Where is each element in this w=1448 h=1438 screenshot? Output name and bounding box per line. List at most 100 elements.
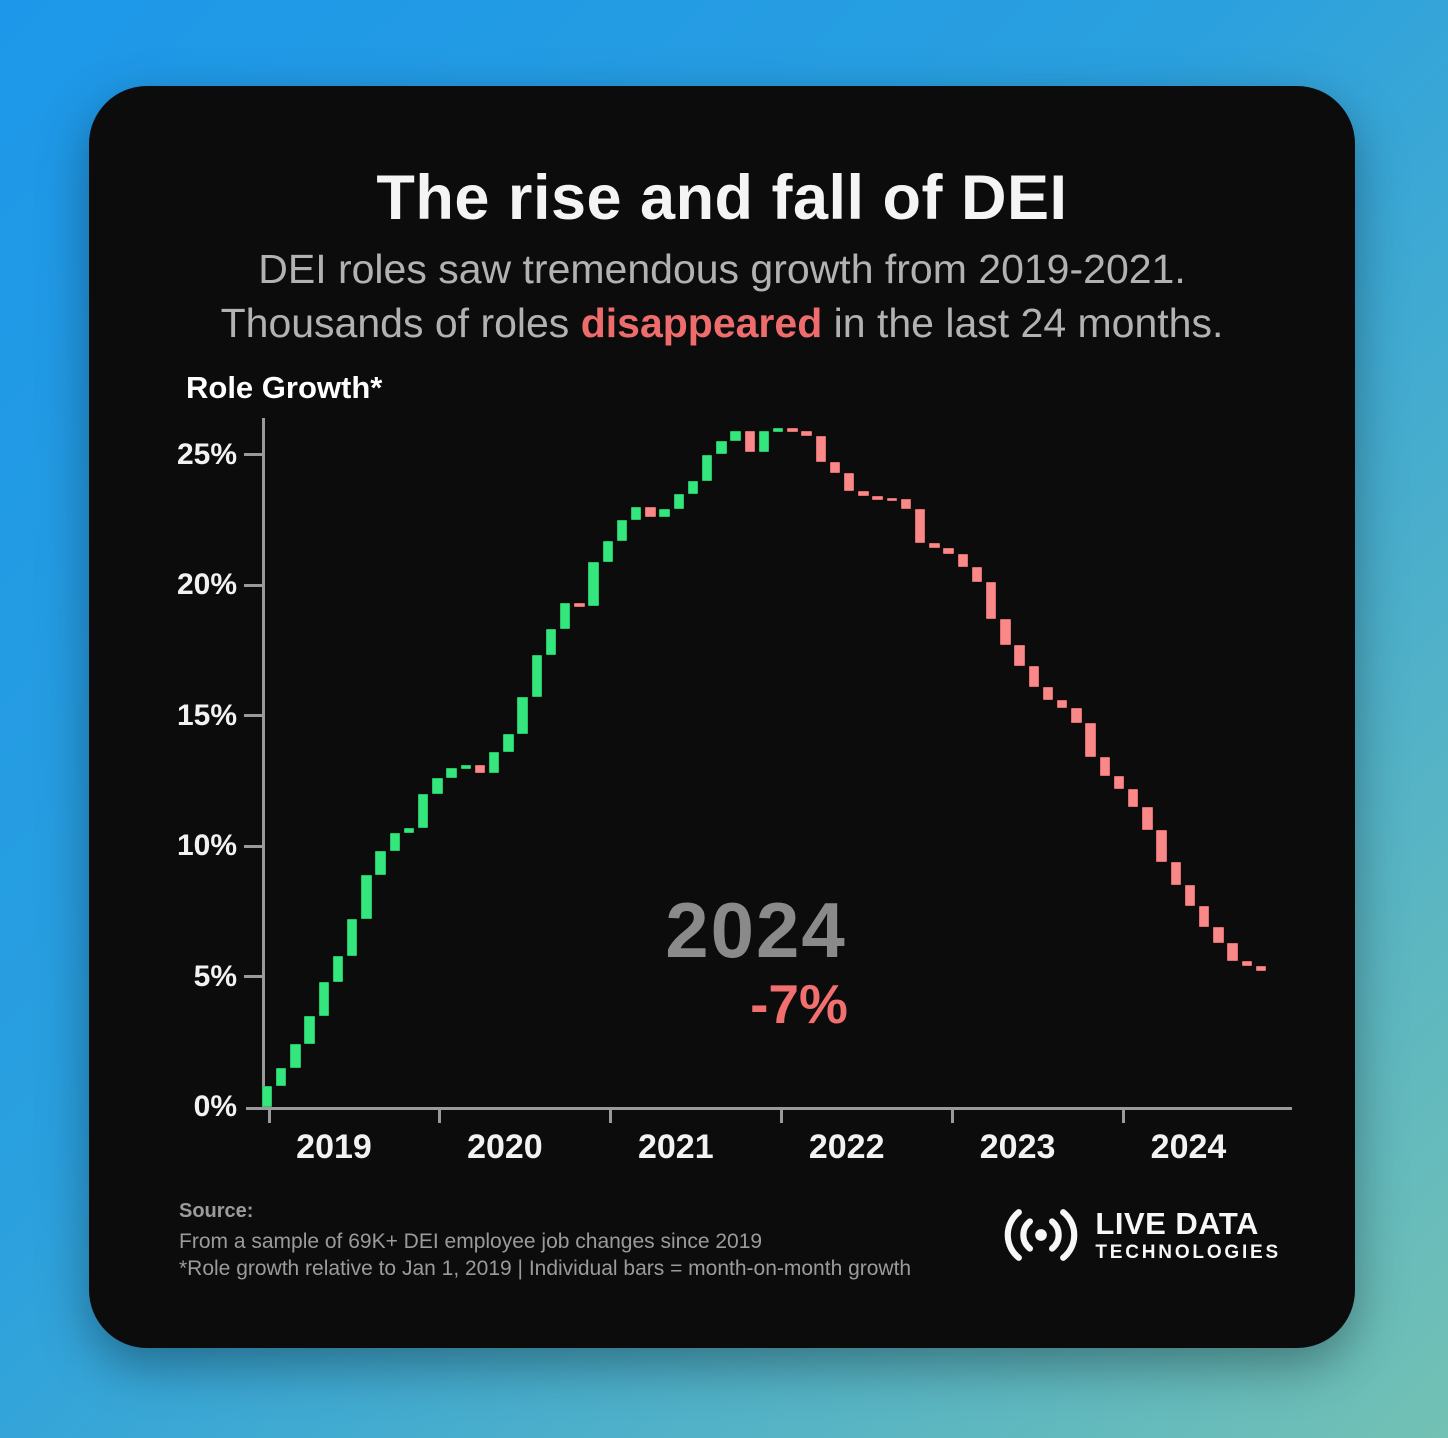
waterfall-bar	[801, 431, 812, 437]
waterfall-bar	[914, 509, 926, 544]
y-tick-mark	[244, 975, 262, 978]
y-tick-label: 0%	[193, 1090, 237, 1123]
waterfall-bar	[1142, 806, 1153, 831]
x-tick-label: 2020	[467, 1128, 543, 1166]
source-label: Source:	[179, 1200, 254, 1222]
infographic-card: The rise and fall of DEI DEI roles saw t…	[89, 86, 1355, 1348]
x-tick-mark	[951, 1110, 955, 1123]
waterfall-bar	[275, 1067, 287, 1087]
page-title: The rise and fall of DEI	[376, 163, 1068, 233]
waterfall-bar	[1227, 942, 1238, 961]
radio-waves-icon	[1005, 1209, 1078, 1261]
waterfall-bar	[985, 582, 997, 619]
waterfall-bar	[488, 752, 500, 773]
waterfall-bar	[417, 793, 429, 828]
waterfall-bar	[1085, 723, 1096, 758]
waterfall-bar	[1014, 645, 1025, 666]
waterfall-bar	[460, 765, 472, 769]
x-tick-mark	[609, 1110, 613, 1123]
waterfall-bar	[971, 566, 983, 583]
waterfall-bar	[474, 765, 486, 773]
x-tick-label: 2019	[296, 1128, 372, 1166]
x-tick-label: 2023	[979, 1128, 1056, 1166]
source-line2: *Role growth relative to Jan 1, 2019 | I…	[179, 1257, 912, 1280]
waterfall-bar	[389, 832, 401, 852]
x-tick-label: 2021	[637, 1128, 714, 1166]
waterfall-bar	[545, 629, 557, 656]
y-tick-label: 10%	[176, 829, 237, 862]
role-growth-waterfall-chart: 2024 -7% 0% 5% 10% 15% 20% 25% 2019 2020 2021 202…	[89, 86, 1355, 1348]
waterfall-bar	[1255, 966, 1267, 972]
waterfall-bar	[1198, 906, 1210, 927]
waterfall-bar	[559, 603, 571, 630]
waterfall-bar	[574, 603, 585, 607]
x-tick-mark	[438, 1110, 442, 1123]
y-tick-mark	[244, 453, 262, 456]
x-tick-label: 2022	[808, 1128, 885, 1166]
waterfall-bar	[616, 519, 628, 541]
waterfall-bar	[716, 441, 727, 455]
waterfall-bar	[630, 506, 642, 520]
waterfall-bar	[659, 509, 670, 518]
waterfall-bar	[1042, 686, 1054, 700]
waterfall-bar	[943, 548, 954, 554]
source-line1: From a sample of 69K+ DEI employee job c…	[179, 1230, 763, 1253]
waterfall-bar	[1000, 618, 1011, 646]
waterfall-bar	[1241, 960, 1253, 967]
waterfall-bar	[645, 506, 656, 518]
waterfall-bar	[1099, 757, 1111, 776]
x-tick-mark	[1122, 1110, 1125, 1123]
waterfall-bar	[1213, 926, 1224, 943]
waterfall-bar	[843, 472, 855, 492]
waterfall-bar	[957, 553, 969, 567]
waterfall-bar	[503, 733, 514, 753]
waterfall-bar	[787, 428, 798, 432]
waterfall-bar	[744, 431, 756, 452]
y-tick-label: 20%	[176, 568, 237, 601]
waterfall-bar	[361, 874, 372, 920]
subtitle: DEI roles saw tremendous growth from 201…	[89, 242, 1355, 350]
source-note: Source: From a sample of 69K+ DEI employ…	[179, 1198, 911, 1282]
waterfall-bar	[815, 436, 827, 463]
waterfall-bar	[290, 1044, 301, 1068]
waterfall-bar	[1071, 707, 1082, 724]
logo-line2: TECHNOLOGIES	[1095, 1242, 1281, 1263]
x-tick-mark	[780, 1110, 784, 1123]
waterfall-bar	[403, 827, 415, 833]
waterfall-bar	[758, 431, 770, 452]
waterfall-bar	[588, 561, 599, 606]
waterfall-bar	[858, 491, 869, 497]
y-tick-label: 15%	[176, 698, 237, 732]
waterfall-bar	[872, 496, 883, 500]
waterfall-bar	[375, 851, 386, 875]
waterfall-bar	[432, 778, 443, 794]
waterfall-bar	[446, 767, 457, 779]
waterfall-bar	[829, 462, 841, 473]
y-tick-label: 5%	[193, 959, 237, 993]
y-axis-line	[262, 418, 265, 1110]
x-tick-mark	[267, 1110, 271, 1123]
waterfall-bar	[730, 431, 741, 442]
waterfall-bar	[772, 428, 784, 432]
subtitle-line1: DEI roles saw tremendous growth from 201…	[258, 246, 1186, 292]
waterfall-bar	[886, 497, 898, 502]
waterfall-bar	[929, 543, 940, 549]
y-axis-title: Role Growth*	[186, 370, 383, 405]
waterfall-bar	[346, 919, 358, 956]
waterfall-bar	[1127, 788, 1139, 807]
x-tick-label: 2024	[1150, 1128, 1227, 1166]
y-tick-mark	[244, 714, 262, 717]
waterfall-bar	[673, 493, 685, 510]
waterfall-bar	[1056, 699, 1068, 708]
logo-line1: LIVE DATA	[1095, 1206, 1259, 1241]
subtitle-line2-prefix: Thousands of roles	[220, 300, 581, 347]
y-tick-mark	[244, 583, 262, 587]
waterfall-bar	[1113, 775, 1125, 789]
subtitle-highlight: disappeared	[580, 300, 823, 347]
waterfall-bar	[332, 955, 344, 982]
annotation-delta: -7%	[750, 973, 848, 1035]
waterfall-bar	[602, 540, 614, 562]
waterfall-bar	[531, 655, 543, 698]
x-axis-line	[246, 1107, 1292, 1110]
y-tick-mark	[244, 844, 262, 848]
